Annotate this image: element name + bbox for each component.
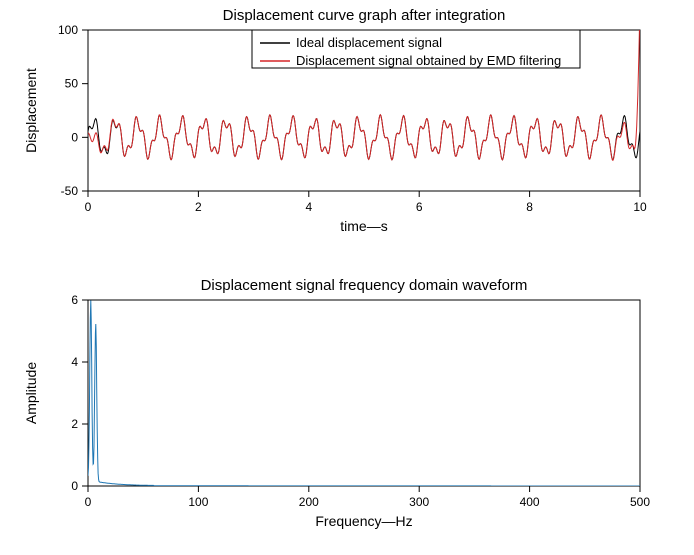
series-ideal bbox=[88, 115, 640, 160]
y-tick-label: 6 bbox=[71, 293, 78, 307]
x-tick-label: 300 bbox=[409, 495, 429, 509]
x-tick-label: 6 bbox=[416, 200, 423, 214]
bottom-chart-title: Displacement signal frequency domain wav… bbox=[201, 277, 528, 294]
y-tick-label: 0 bbox=[71, 130, 78, 144]
series-spectrum bbox=[88, 300, 640, 486]
x-tick-label: 0 bbox=[85, 495, 92, 509]
x-tick-label: 200 bbox=[299, 495, 319, 509]
x-tick-label: 500 bbox=[630, 495, 650, 509]
x-tick-label: 8 bbox=[526, 200, 533, 214]
y-tick-label: -50 bbox=[61, 184, 79, 198]
x-tick-label: 100 bbox=[188, 495, 208, 509]
legend-label: Ideal displacement signal bbox=[296, 35, 442, 50]
x-tick-label: 10 bbox=[633, 200, 647, 214]
x-tick-label: 4 bbox=[305, 200, 312, 214]
y-tick-label: 50 bbox=[65, 77, 79, 91]
figure-svg: 0 2 4 6 8 10 -50 0 50 100 Displacement curve graph… bbox=[0, 0, 694, 555]
bottom-chart-xlabel: Frequency—Hz bbox=[315, 513, 412, 529]
x-tick-label: 400 bbox=[520, 495, 540, 509]
legend: Ideal displacement signal Displacement si… bbox=[252, 30, 580, 68]
top-chart: 0 2 4 6 8 10 -50 0 50 100 Displacement curve graph… bbox=[23, 7, 647, 234]
y-tick-label: 2 bbox=[71, 417, 78, 431]
x-tick-label: 0 bbox=[85, 200, 92, 214]
y-tick-label: 100 bbox=[58, 23, 78, 37]
legend-label: Displacement signal obtained by EMD filt… bbox=[296, 53, 561, 68]
y-tick-label: 4 bbox=[71, 355, 78, 369]
bottom-chart: 0 100 200 300 400 500 0 2 4 6 Displacement signal … bbox=[23, 277, 650, 529]
y-tick-label: 0 bbox=[71, 479, 78, 493]
top-chart-ylabel: Displacement bbox=[23, 68, 39, 153]
top-chart-title: Displacement curve graph after integrati… bbox=[223, 7, 506, 24]
figure-container: 0 2 4 6 8 10 -50 0 50 100 Displacement curve graph… bbox=[0, 0, 694, 555]
x-tick-label: 2 bbox=[195, 200, 202, 214]
top-chart-xlabel: time—s bbox=[340, 218, 387, 234]
bottom-chart-axes-box bbox=[88, 300, 640, 486]
bottom-chart-ylabel: Amplitude bbox=[23, 362, 39, 424]
